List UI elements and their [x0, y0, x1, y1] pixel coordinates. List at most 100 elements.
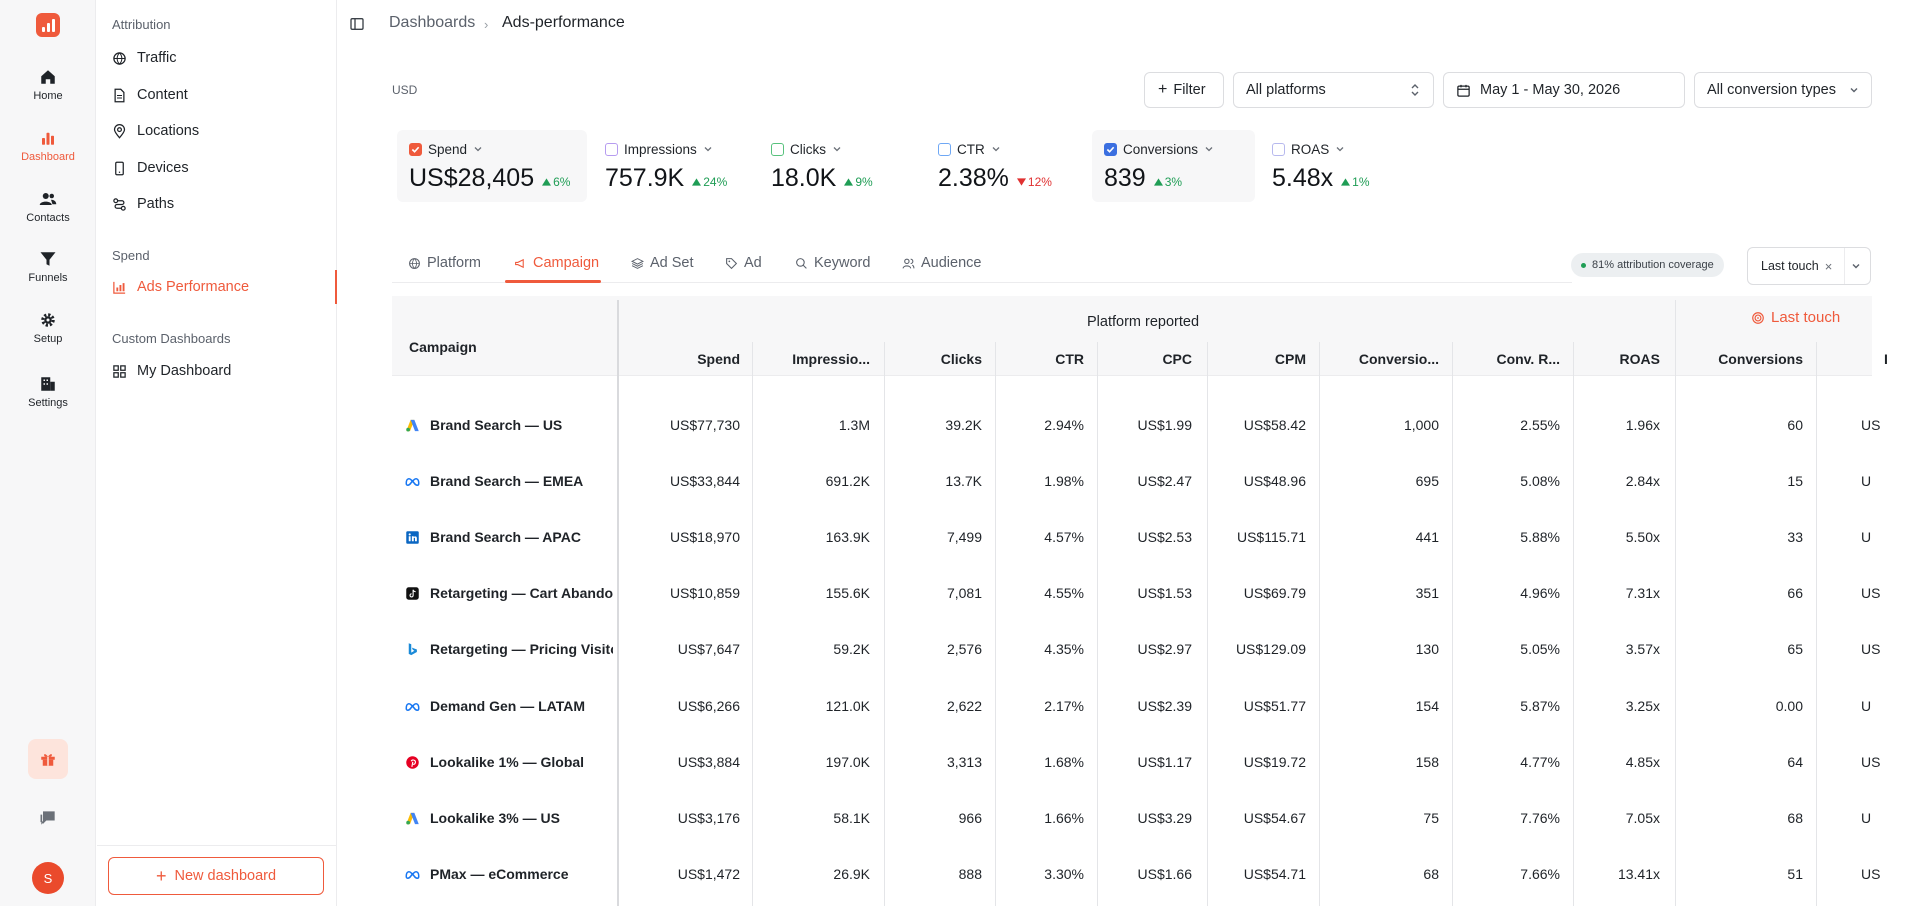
cell-cpm: US$48.96	[1243, 473, 1306, 489]
column-header-conversio[interactable]: Conversio...	[1358, 351, 1439, 367]
chevron-down-icon[interactable]	[1204, 144, 1214, 154]
cell-next-truncated: US	[1861, 417, 1881, 433]
campaign-name[interactable]: Lookalike 3% — US	[405, 810, 613, 826]
rail-funnels-label: Funnels	[28, 272, 68, 284]
bar-chart-icon	[113, 281, 126, 294]
campaign-name[interactable]: Retargeting — Pricing Visito	[405, 641, 613, 657]
cell-ctr: 1.98%	[1044, 473, 1084, 489]
checkbox[interactable]	[1272, 142, 1285, 156]
breadcrumb-dashboards[interactable]: Dashboards	[389, 14, 476, 31]
divider	[97, 845, 337, 846]
cell-ctr: 2.94%	[1044, 417, 1084, 433]
chevron-down-icon	[1852, 264, 1860, 269]
kpi-card-clicks[interactable]: Clicks 18.0K 9%	[759, 130, 909, 202]
nav-item-traffic[interactable]: Traffic	[112, 44, 336, 72]
app-logo[interactable]	[36, 13, 60, 37]
avatar[interactable]: S	[32, 862, 64, 894]
cell-clicks: 7,499	[946, 529, 982, 545]
cell-roas: 3.25x	[1625, 698, 1660, 714]
tab-audience[interactable]: Audience	[902, 253, 981, 273]
chevron-down-icon[interactable]	[703, 144, 713, 154]
kpi-header: Conversions	[1104, 141, 1243, 157]
conversion-types-select[interactable]: All conversion types	[1694, 72, 1872, 108]
gift-button[interactable]	[28, 739, 68, 779]
campaign-name[interactable]: PMax — eCommerce	[405, 866, 613, 882]
chevron-down-icon[interactable]	[1335, 144, 1345, 154]
rail-home[interactable]: Home	[0, 68, 96, 102]
nav-item-paths[interactable]: Paths	[112, 190, 336, 218]
campaign-name-text: Demand Gen — LATAM	[430, 698, 586, 714]
column-header-truncated[interactable]: I	[1884, 351, 1888, 367]
campaign-name-text: Lookalike 1% — Global	[430, 754, 585, 770]
checkbox[interactable]	[938, 142, 951, 156]
chevron-down-icon[interactable]	[991, 144, 1001, 154]
campaign-name-text: Brand Search — APAC	[430, 529, 581, 545]
campaign-name[interactable]: Brand Search — EMEA	[405, 473, 613, 489]
campaign-name[interactable]: Brand Search — APAC	[405, 529, 613, 545]
cell-roas: 5.50x	[1625, 529, 1660, 545]
column-header-conv-r[interactable]: Conv. R...	[1496, 351, 1560, 367]
column-header-impressio[interactable]: Impressio...	[792, 351, 870, 367]
checkbox[interactable]	[1104, 142, 1117, 156]
page-title: Ads-performance	[502, 14, 625, 31]
tab-ad-set[interactable]: Ad Set	[631, 253, 694, 273]
chevron-down-icon[interactable]	[473, 144, 483, 154]
column-header-cpc[interactable]: CPC	[1162, 351, 1192, 367]
kpi-header: CTR	[938, 141, 1064, 157]
campaign-name[interactable]: Demand Gen — LATAM	[405, 698, 613, 714]
tab-keyword[interactable]: Keyword	[795, 253, 870, 273]
nav-item-locations[interactable]: Locations	[112, 117, 336, 145]
icon-rail: Home Dashboard Contacts Funnels Setup Se…	[0, 0, 96, 906]
nav-item-devices[interactable]: Devices	[112, 154, 336, 182]
tab-ad[interactable]: Ad	[725, 253, 762, 273]
cell-impr: 197.0K	[825, 754, 870, 770]
rail-settings[interactable]: Settings	[0, 375, 96, 409]
column-header-spend[interactable]: Spend	[697, 351, 740, 367]
nav-item-my-dashboard[interactable]: My Dashboard	[112, 357, 336, 385]
kpi-value-row: 18.0K 9%	[771, 164, 897, 193]
kpi-card-ctr[interactable]: CTR 2.38% 12%	[926, 130, 1076, 202]
checkbox[interactable]	[771, 142, 784, 156]
kpi-card-impressions[interactable]: Impressions 757.9K 24%	[593, 130, 743, 202]
sidebar-toggle-icon[interactable]	[349, 16, 365, 32]
filter-button[interactable]: + Filter	[1144, 72, 1224, 108]
checkbox[interactable]	[605, 142, 618, 156]
rail-funnels[interactable]: Funnels	[0, 250, 96, 284]
column-header-campaign[interactable]: Campaign	[409, 339, 477, 355]
rail-setup[interactable]: Setup	[0, 311, 96, 345]
nav-item-label: My Dashboard	[137, 363, 232, 379]
new-dashboard-button[interactable]: + New dashboard	[108, 857, 324, 895]
cell-clicks: 39.2K	[945, 417, 982, 433]
campaign-name[interactable]: Lookalike 1% — Global	[405, 754, 613, 770]
nav-item-content[interactable]: Content	[112, 81, 336, 109]
attribution-model-value: Last touch	[1761, 259, 1819, 273]
clear-icon[interactable]: ×	[1824, 258, 1833, 274]
chevron-down-icon[interactable]	[832, 144, 842, 154]
platforms-select[interactable]: All platforms	[1233, 72, 1434, 108]
column-header-conversions[interactable]: Conversions	[1718, 351, 1803, 367]
cell-clicks: 7,081	[946, 585, 982, 601]
column-header-clicks[interactable]: Clicks	[940, 351, 982, 367]
cell-spend: US$3,176	[677, 810, 740, 826]
campaign-name[interactable]: Brand Search — US	[405, 417, 613, 433]
tab-platform[interactable]: Platform	[408, 253, 481, 273]
nav-item-ads-performance[interactable]: Ads Performance	[112, 273, 336, 301]
column-header-cpm[interactable]: CPM	[1274, 351, 1306, 367]
rail-dashboard-label: Dashboard	[21, 151, 75, 163]
date-range-picker[interactable]: May 1 - May 30, 2026	[1443, 72, 1685, 108]
rail-dashboard[interactable]: Dashboard	[0, 129, 96, 163]
attribution-model-select[interactable]: Last touch ×	[1747, 247, 1871, 285]
campaign-name[interactable]: Retargeting — Cart Abandon	[405, 585, 613, 601]
checkbox[interactable]	[409, 142, 422, 156]
column-header-ctr[interactable]: CTR	[1055, 351, 1084, 367]
kpi-delta-value: 1%	[1352, 175, 1370, 189]
rail-contacts[interactable]: Contacts	[0, 190, 96, 224]
kpi-card-conversions[interactable]: Conversions 839 3%	[1092, 130, 1255, 202]
chat-icon[interactable]	[38, 808, 58, 828]
kpi-card-spend[interactable]: Spend US$28,405 6%	[397, 130, 587, 202]
column-header-roas[interactable]: ROAS	[1619, 351, 1660, 367]
tab-campaign[interactable]: Campaign	[514, 253, 599, 273]
cell-lt_conv: 33	[1787, 529, 1803, 545]
kpi-card-roas[interactable]: ROAS 5.48x 1%	[1260, 130, 1410, 202]
cell-conv: 351	[1415, 585, 1439, 601]
